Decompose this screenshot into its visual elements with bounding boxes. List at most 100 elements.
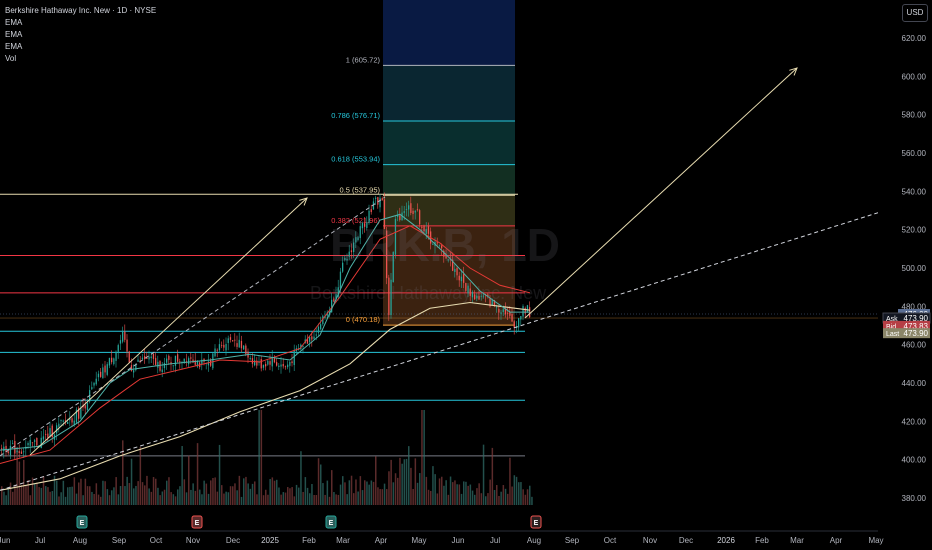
candle-body (174, 355, 177, 366)
earnings-marker-label: E (534, 520, 539, 527)
candle-body (322, 315, 324, 325)
candle-body (456, 268, 458, 276)
candle-body (218, 344, 221, 351)
volume-bar (482, 444, 485, 505)
volume-bar (69, 486, 71, 505)
trend-arrow-2 (524, 67, 798, 319)
candle-body (135, 364, 137, 371)
price-tag-label: Last (886, 331, 899, 338)
candle-body (249, 358, 251, 360)
volume-bar (80, 478, 82, 505)
candle-body (423, 225, 425, 232)
volume-bar (441, 476, 443, 505)
volume-bar (335, 494, 337, 505)
volume-bar (282, 492, 285, 505)
channel-trendline (0, 196, 386, 457)
legend-volume[interactable]: Vol (5, 54, 17, 63)
watermark-symbol: BRK.B, 1D (330, 219, 561, 271)
volume-bar (421, 410, 423, 505)
volume-bar (67, 487, 69, 505)
price-tag-value: 473.90 (904, 329, 929, 338)
legend-ema-2[interactable]: EMA (5, 30, 23, 39)
volume-bar (350, 475, 353, 505)
volume-bar (383, 483, 386, 505)
x-tick-label: Jul (35, 536, 45, 545)
volume-bar (53, 475, 56, 505)
support-trendline (0, 210, 886, 491)
volume-bar (133, 488, 135, 505)
x-tick-label: Dec (679, 536, 693, 545)
volume-bar (201, 494, 203, 505)
volume-bar (38, 487, 40, 505)
y-tick-label: 500.00 (902, 264, 927, 273)
volume-bar (359, 476, 362, 505)
candle-body (201, 359, 203, 365)
y-tick-label: 620.00 (902, 34, 927, 43)
legend-ema-3[interactable]: EMA (5, 42, 23, 51)
candle-body (12, 443, 14, 445)
volume-bar (181, 446, 183, 505)
candle-body (383, 199, 386, 229)
price-tag-value: 473.83 (904, 322, 929, 331)
candle-body (353, 242, 355, 253)
candle-body (207, 361, 210, 366)
volume-bar (89, 486, 91, 505)
x-tick-label: Aug (73, 536, 87, 545)
y-tick-label: 580.00 (902, 111, 927, 120)
volume-bar (161, 491, 164, 505)
candle-body (238, 339, 240, 348)
candle-body (159, 361, 161, 371)
y-tick-label: 460.00 (902, 341, 927, 350)
volume-bar (258, 410, 260, 505)
volume-bar (392, 482, 395, 505)
volume-bar (168, 477, 170, 505)
currency-button[interactable]: USD (902, 4, 928, 22)
candle-body (126, 339, 128, 352)
price-tag-last (883, 328, 930, 339)
candle-body (469, 288, 471, 296)
volume-bar (498, 495, 500, 505)
candle-body (493, 299, 496, 306)
volume-bar (500, 491, 502, 505)
candle-body (172, 365, 174, 367)
candle-body (100, 371, 102, 377)
volume-bar (106, 489, 109, 505)
volume-bar (190, 489, 192, 505)
candle-body (471, 291, 474, 298)
volume-bar (370, 480, 373, 505)
ema-short-line (0, 213, 530, 451)
ema-mid-line (0, 225, 531, 464)
candle-body (498, 308, 500, 313)
candle-body (34, 440, 36, 442)
volume-bar (342, 476, 344, 505)
volume-bar (364, 480, 366, 505)
legend-ema-1[interactable]: EMA (5, 18, 23, 27)
volume-bar (419, 473, 421, 505)
volume-bar (368, 484, 370, 505)
volume-bar (16, 446, 18, 505)
candle-body (284, 366, 287, 368)
volume-bar (117, 494, 120, 505)
candle-body (86, 402, 89, 410)
x-tick-label: May (411, 536, 426, 545)
trend-arrow-1 (29, 197, 308, 456)
candle-body (71, 418, 73, 423)
volume-bar (300, 451, 302, 505)
volume-bar (465, 481, 467, 505)
candle-body (339, 271, 342, 289)
candle-body (496, 306, 498, 308)
volume-bar (452, 482, 454, 505)
volume-bar (146, 475, 148, 505)
candle-body (386, 230, 388, 279)
y-tick-label: 600.00 (902, 72, 927, 81)
volume-bar (199, 489, 201, 505)
volume-bar (137, 481, 139, 505)
candle-body (5, 445, 7, 453)
volume-bar (221, 485, 223, 505)
candle-body (152, 354, 155, 359)
volume-bar (144, 485, 146, 505)
x-tick-label: Aug (527, 536, 541, 545)
volume-bar (14, 484, 16, 505)
price-tag-label: Bid (886, 324, 896, 331)
